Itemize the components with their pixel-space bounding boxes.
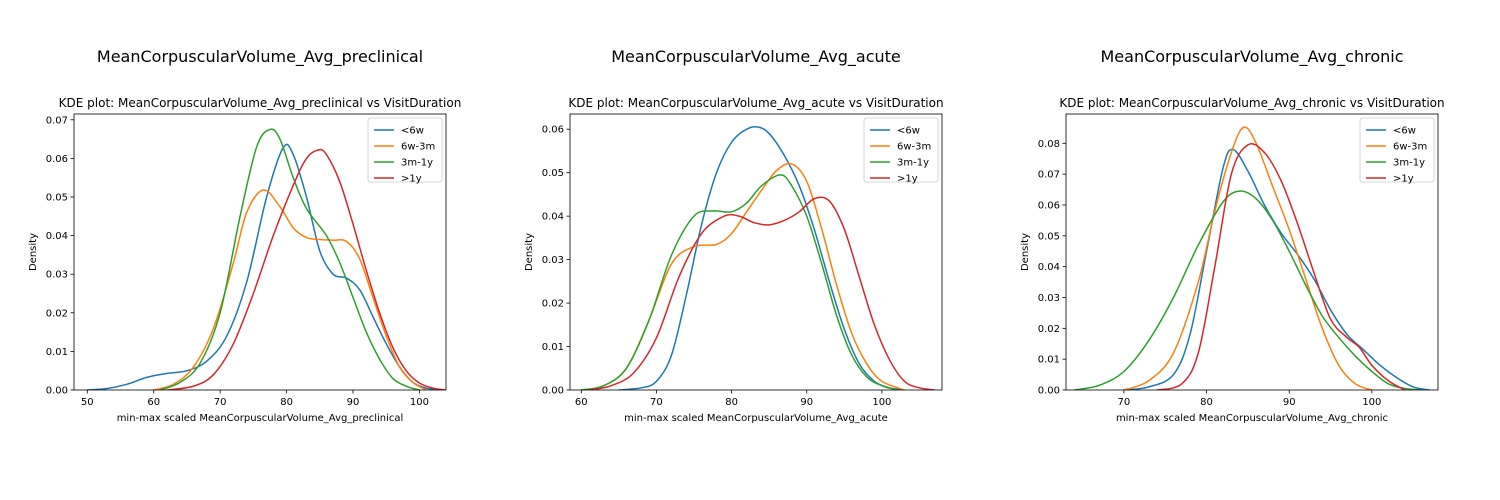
y-tick-label: 0.04	[46, 231, 68, 242]
x-axis-label: min-max scaled MeanCorpuscularVolume_Avg…	[117, 413, 404, 424]
series-line-1	[1123, 148, 1430, 390]
legend-label: >1y	[1393, 174, 1414, 185]
y-tick-label: 0.02	[1038, 324, 1060, 335]
y-tick-label: 0.00	[1038, 386, 1060, 397]
series-line-4	[588, 196, 935, 390]
series-lines	[87, 128, 446, 390]
legend-label: <6w	[401, 126, 424, 137]
x-tick-label: 60	[575, 397, 588, 408]
x-tick-label: 80	[1200, 397, 1213, 408]
x-tick-label: 60	[147, 397, 160, 408]
y-axis-label: Density	[1020, 233, 1031, 271]
y-tick-label: 0.05	[46, 192, 68, 203]
y-tick-label: 0.08	[1038, 139, 1060, 150]
x-axis-label: min-max scaled MeanCorpuscularVolume_Avg…	[624, 413, 888, 424]
legend: <6w 6w-3m 3m-1y >1y	[367, 117, 443, 185]
x-tick-label: 90	[1283, 397, 1296, 408]
legend: <6w 6w-3m 3m-1y >1y	[1359, 117, 1435, 185]
legend-label: >1y	[401, 174, 422, 185]
x-tick-label: 90	[800, 397, 813, 408]
y-tick-label: 0.01	[1038, 355, 1060, 366]
legend-label: >1y	[897, 174, 918, 185]
x-tick-label: 80	[280, 397, 293, 408]
x-tick-label: 70	[650, 397, 663, 408]
series-line-3	[1074, 190, 1422, 390]
x-tick-label: 50	[81, 397, 94, 408]
series-line-2	[1123, 126, 1373, 390]
legend-label: <6w	[897, 126, 920, 137]
plot-title: KDE plot: MeanCorpuscularVolume_Avg_chro…	[1059, 96, 1444, 110]
legend-label: <6w	[1393, 126, 1416, 137]
series-line-4	[1156, 142, 1406, 390]
x-tick-label: 100	[872, 397, 891, 408]
legend-label: 6w-3m	[1393, 142, 1427, 153]
y-tick-label: 0.04	[1038, 262, 1060, 273]
y-tick-label: 0.07	[1038, 170, 1060, 181]
legend-label: 6w-3m	[401, 142, 435, 153]
x-axis-label: min-max scaled MeanCorpuscularVolume_Avg…	[1116, 413, 1388, 424]
plot-title: KDE plot: MeanCorpuscularVolume_Avg_acut…	[568, 96, 943, 110]
chart-panel-1: MeanCorpuscularVolume_Avg_preclinical KDE…	[28, 47, 461, 424]
plot-frame	[1065, 113, 1439, 391]
legend-box	[367, 117, 443, 183]
chart-panel-2: MeanCorpuscularVolume_Avg_acute KDE plot:…	[524, 47, 944, 424]
suptitle: MeanCorpuscularVolume_Avg_acute	[611, 47, 901, 67]
x-tick-label: 70	[1117, 397, 1130, 408]
series-lines	[581, 125, 935, 390]
plot-frame	[73, 113, 447, 391]
series-line-1	[87, 143, 440, 390]
chart-panel-3: MeanCorpuscularVolume_Avg_chronic KDE plo…	[1020, 47, 1445, 424]
series-line-2	[153, 189, 427, 390]
y-tick-label: 0.07	[46, 115, 68, 126]
y-tick-label: 0.01	[542, 342, 564, 353]
x-tick-label: 100	[1362, 397, 1381, 408]
series-line-1	[618, 125, 905, 390]
y-axis-label: Density	[524, 233, 535, 271]
y-tick-label: 0.00	[46, 386, 68, 397]
plot-title: KDE plot: MeanCorpuscularVolume_Avg_prec…	[59, 96, 462, 110]
y-tick-label: 0.06	[542, 125, 564, 136]
y-tick-label: 0.01	[46, 347, 68, 358]
y-tick-label: 0.05	[542, 168, 564, 179]
legend-label: 3m-1y	[1393, 158, 1425, 169]
legend-label: 6w-3m	[897, 142, 931, 153]
x-tick-label: 100	[410, 397, 429, 408]
suptitle: MeanCorpuscularVolume_Avg_chronic	[1100, 47, 1403, 67]
y-tick-label: 0.06	[1038, 200, 1060, 211]
y-tick-label: 0.03	[1038, 293, 1060, 304]
series-line-4	[166, 148, 446, 390]
legend-label: 3m-1y	[897, 158, 929, 169]
y-tick-label: 0.05	[1038, 231, 1060, 242]
legend-box	[863, 117, 939, 183]
suptitle: MeanCorpuscularVolume_Avg_preclinical	[97, 47, 423, 67]
legend: <6w 6w-3m 3m-1y >1y	[863, 117, 939, 185]
legend-label: 3m-1y	[401, 158, 433, 169]
series-lines	[1074, 126, 1430, 390]
y-tick-label: 0.00	[542, 386, 564, 397]
plot-frame	[569, 113, 943, 391]
x-tick-label: 90	[347, 397, 360, 408]
y-tick-label: 0.02	[542, 299, 564, 310]
y-tick-label: 0.06	[46, 154, 68, 165]
y-tick-label: 0.04	[542, 212, 564, 223]
y-axis-label: Density	[28, 233, 39, 271]
y-tick-label: 0.03	[542, 255, 564, 266]
x-tick-label: 70	[214, 397, 227, 408]
y-tick-label: 0.02	[46, 308, 68, 319]
series-line-3	[160, 128, 420, 390]
legend-box	[1359, 117, 1435, 183]
series-line-3	[581, 174, 898, 390]
x-tick-label: 80	[725, 397, 738, 408]
y-tick-label: 0.03	[46, 270, 68, 281]
